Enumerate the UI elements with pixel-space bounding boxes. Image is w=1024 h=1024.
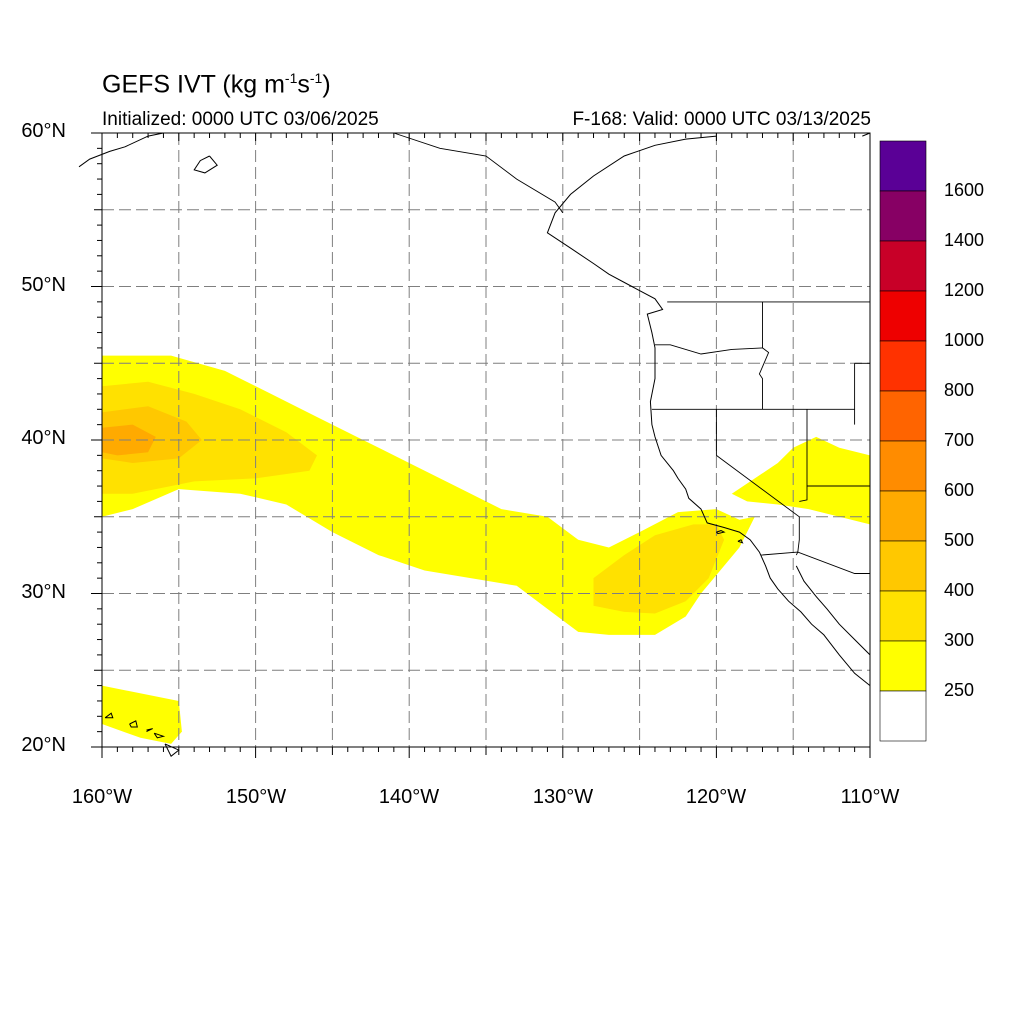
state-border [758, 301, 770, 410]
colorbar-label: 1000 [944, 330, 985, 350]
coastline [795, 565, 871, 656]
colorbar-swatch [879, 540, 927, 592]
colorbar-swatch [879, 490, 927, 542]
colorbar-label: 1200 [944, 280, 985, 300]
state-border [795, 551, 799, 556]
colorbar-label: 250 [944, 680, 975, 700]
coastline-layer [78, 132, 871, 757]
coastline [716, 530, 726, 535]
axis-ticks [91, 132, 871, 758]
state-border [393, 132, 564, 214]
colorbar-label: 800 [944, 380, 975, 400]
colorbar-swatch [879, 140, 927, 192]
border-layer [393, 132, 870, 574]
initialized-label: Initialized: 0000 UTC 03/06/2025 [102, 109, 379, 130]
ivt-fill-layer [102, 355, 870, 744]
coastline [862, 132, 871, 137]
colorbar-label: 1600 [944, 180, 985, 200]
coastline [153, 732, 166, 739]
colorbar-label: 700 [944, 430, 975, 450]
colorbar-label: 500 [944, 530, 975, 550]
lon-label: 120°W [685, 786, 747, 808]
lon-label: 160°W [71, 786, 133, 808]
colorbar-label: 600 [944, 480, 975, 500]
colorbar-swatch [879, 190, 927, 242]
state-border [715, 409, 800, 553]
lon-label: 150°W [225, 786, 287, 808]
colorbar-swatch [879, 640, 927, 692]
graticule [102, 133, 870, 747]
ivt-region [731, 436, 870, 525]
colorbar-swatch [879, 340, 927, 392]
lon-label: 110°W [840, 786, 900, 808]
coastline [129, 720, 138, 728]
chart-title: GEFS IVT (kg m-1s-1) [102, 70, 331, 99]
colorbar-label: 300 [944, 630, 975, 650]
state-border [760, 551, 870, 574]
coastline [78, 132, 164, 168]
colorbar-swatch [879, 590, 927, 642]
lon-label: 130°W [532, 786, 594, 808]
colorbar-swatch [879, 390, 927, 442]
colorbar-swatch [879, 290, 927, 342]
colorbar-swatch [879, 240, 927, 292]
coastline [546, 135, 871, 686]
ivt-region [102, 685, 182, 744]
colorbar [879, 140, 927, 742]
colorbar-swatch [879, 440, 927, 492]
state-border [799, 409, 808, 502]
lat-label: 60°N [21, 120, 66, 142]
coastline [193, 155, 218, 174]
lat-label: 40°N [21, 427, 66, 449]
ivt-region [593, 524, 725, 614]
coastline [104, 712, 114, 719]
coastline [737, 539, 744, 544]
coastline [164, 743, 180, 757]
lat-label: 30°N [21, 581, 66, 603]
lat-label: 50°N [21, 274, 66, 296]
lat-label: 20°N [21, 734, 66, 756]
valid-time-label: F-168: Valid: 0000 UTC 03/13/2025 [572, 109, 871, 130]
colorbar-label: 1400 [944, 230, 985, 250]
colorbar-swatch [879, 690, 927, 742]
state-border [655, 344, 763, 355]
coastline [146, 728, 153, 733]
lon-label: 140°W [378, 786, 440, 808]
colorbar-label: 400 [944, 580, 975, 600]
